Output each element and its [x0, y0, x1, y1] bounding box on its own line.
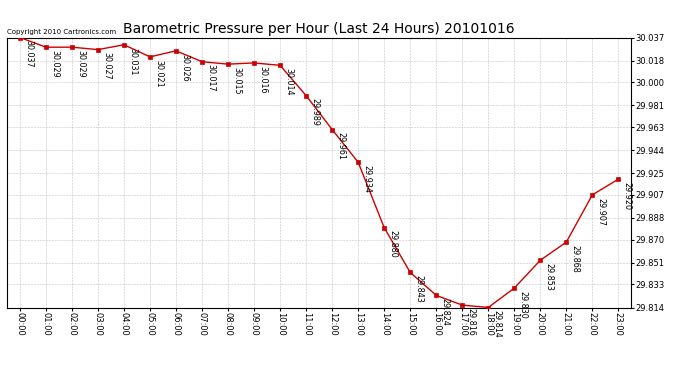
Title: Barometric Pressure per Hour (Last 24 Hours) 20101016: Barometric Pressure per Hour (Last 24 Ho…	[124, 22, 515, 36]
Text: 29.814: 29.814	[493, 310, 502, 338]
Text: 30.029: 30.029	[50, 50, 59, 78]
Text: 30.014: 30.014	[284, 68, 293, 96]
Text: 29.934: 29.934	[362, 165, 371, 193]
Text: 30.016: 30.016	[258, 66, 267, 93]
Text: 29.816: 29.816	[466, 308, 475, 336]
Text: 30.037: 30.037	[24, 40, 33, 68]
Text: 30.027: 30.027	[102, 53, 111, 80]
Text: 29.868: 29.868	[571, 245, 580, 273]
Text: Copyright 2010 Cartronics.com: Copyright 2010 Cartronics.com	[7, 29, 116, 35]
Text: 29.824: 29.824	[440, 298, 449, 326]
Text: 30.015: 30.015	[233, 67, 241, 94]
Text: 29.920: 29.920	[622, 182, 631, 210]
Text: 30.021: 30.021	[154, 60, 163, 87]
Text: 29.843: 29.843	[415, 275, 424, 303]
Text: 30.029: 30.029	[76, 50, 85, 78]
Text: 29.907: 29.907	[596, 198, 606, 226]
Text: 29.961: 29.961	[336, 132, 345, 160]
Text: 30.031: 30.031	[128, 48, 137, 75]
Text: 30.026: 30.026	[180, 54, 189, 81]
Text: 29.880: 29.880	[388, 230, 397, 258]
Text: 29.989: 29.989	[310, 98, 319, 126]
Text: 29.853: 29.853	[544, 263, 553, 291]
Text: 30.017: 30.017	[206, 64, 215, 92]
Text: 29.830: 29.830	[518, 291, 527, 319]
